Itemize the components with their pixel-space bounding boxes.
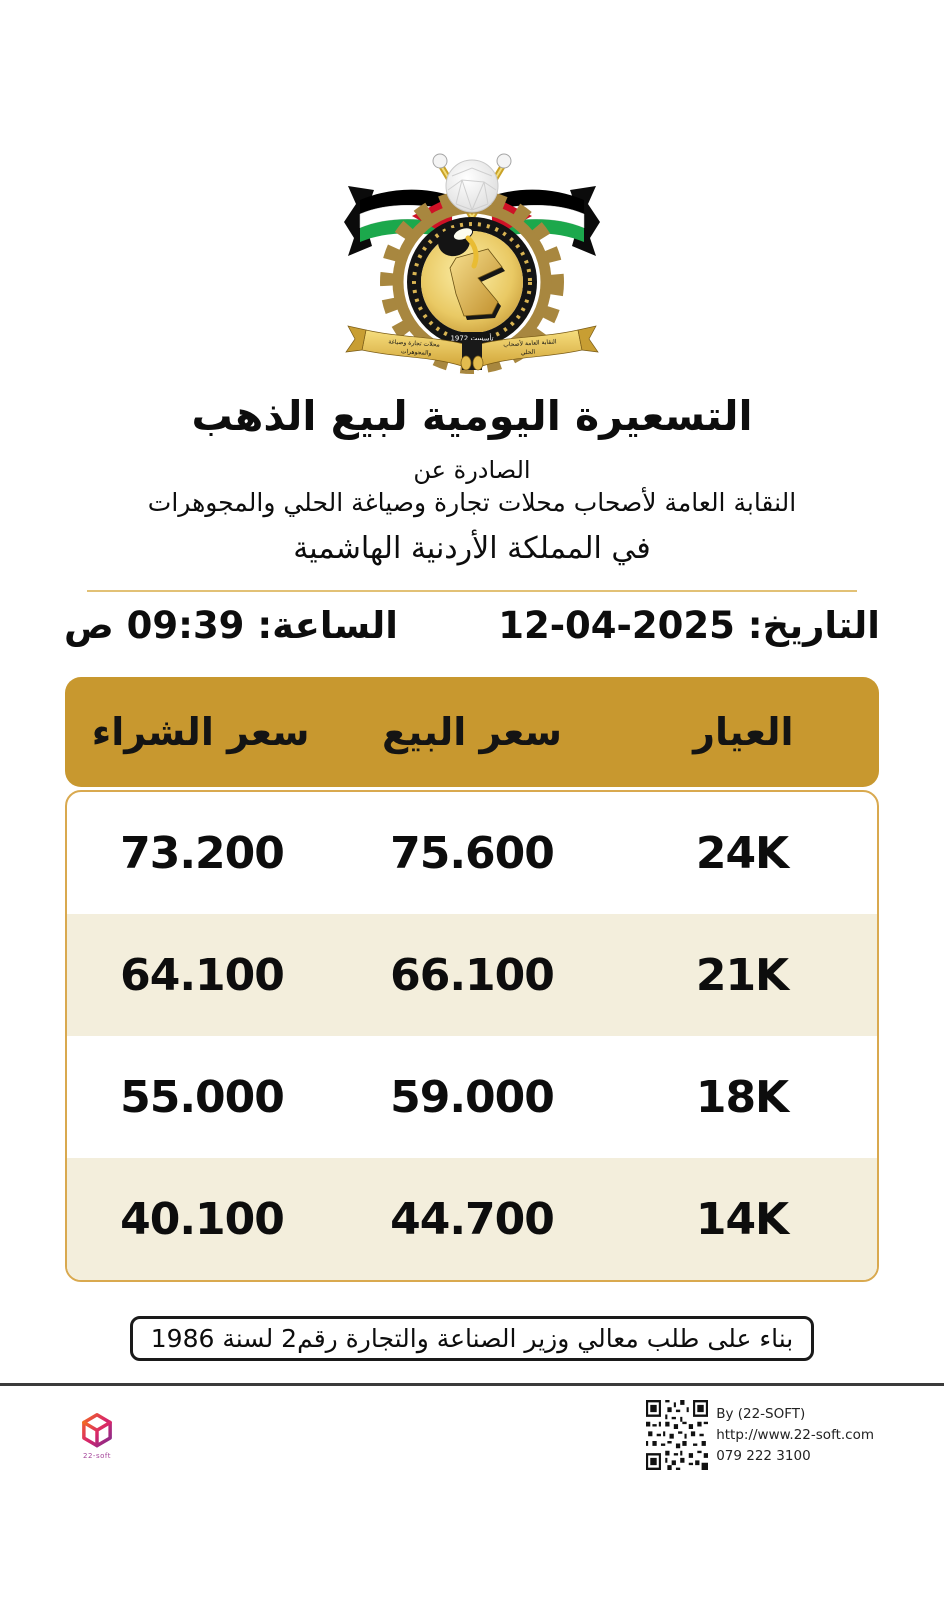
vendor-brand: By (22-SOFT) (716, 1406, 806, 1422)
vendor-info: By (22-SOFT) http://www.22-soft.com 079 … (646, 1400, 874, 1470)
table-row-24k: 24K 75.600 73.200 (67, 792, 877, 914)
sell-price-value: 66.100 (390, 949, 555, 1001)
bulletin-header: تأسست 1972 النقابة العامة لأصحاب الحلي م… (0, 0, 944, 566)
svg-text:الحلي: الحلي (521, 349, 536, 357)
datetime-row: التاريخ: 12-04-2025 الساعة: 09:39 ص (0, 604, 944, 647)
svg-text:النقابة العامة لأصحاب: النقابة العامة لأصحاب (503, 337, 557, 348)
vendor-website: http://www.22-soft.com (716, 1426, 874, 1443)
cube-icon (82, 1413, 112, 1448)
date-text: التاريخ: 12-04-2025 (498, 604, 880, 647)
table-header-row: العيار سعر البيع سعر الشراء (65, 677, 879, 787)
time-text: الساعة: 09:39 ص (64, 604, 398, 647)
syndicate-emblem-graphic: تأسست 1972 النقابة العامة لأصحاب الحلي م… (344, 153, 600, 374)
vendor-phone: 079 222 3100 (716, 1447, 811, 1464)
sell-price-value: 59.000 (390, 1071, 555, 1123)
karat-value: 14K (695, 1193, 789, 1245)
date-label: التاريخ: (747, 604, 880, 647)
gold-price-table: العيار سعر البيع سعر الشراء 24K 75.600 7… (65, 677, 879, 1282)
table-row-21k: 21K 66.100 64.100 (67, 914, 877, 1036)
syndicate-emblem: تأسست 1972 النقابة العامة لأصحاب الحلي م… (0, 146, 944, 380)
table-body: 24K 75.600 73.200 21K 66.100 64.100 18K … (65, 790, 879, 1282)
vendor-caption: 22-soft (83, 1452, 111, 1460)
column-header-buy-price: سعر الشراء (91, 710, 310, 754)
issued-by-line: الصادرة عن (413, 456, 531, 484)
vendor-footer: 22-soft By (22-SOFT) http://www.22-soft.… (0, 1386, 944, 1470)
svg-text:محلات تجارة وصياغة: محلات تجارة وصياغة (388, 338, 440, 348)
sell-price-value: 75.600 (390, 827, 555, 879)
syndicate-name-line: النقابة العامة لأصحاب محلات تجارة وصياغة… (147, 488, 797, 517)
buy-price-value: 73.200 (120, 827, 285, 879)
table-row-14k: 14K 44.700 40.100 (67, 1158, 877, 1280)
qr-code-icon (646, 1400, 709, 1470)
sell-price-value: 44.700 (390, 1193, 555, 1245)
kingdom-line: في المملكة الأردنية الهاشمية (293, 531, 651, 566)
svg-text:والمجوهرات: والمجوهرات (401, 348, 432, 357)
svg-text:تأسست 1972: تأسست 1972 (450, 333, 493, 343)
column-header-karat: العيار (693, 710, 794, 754)
karat-value: 18K (695, 1071, 789, 1123)
column-header-sell-price: سعر البيع (382, 710, 562, 754)
vendor-cube-logo: 22-soft (80, 1412, 114, 1460)
time-value: 09:39 ص (64, 604, 245, 647)
footer-separator (0, 1383, 944, 1386)
table-row-18k: 18K 59.000 55.000 (67, 1036, 877, 1158)
karat-value: 21K (695, 949, 789, 1001)
date-value: 12-04-2025 (498, 604, 735, 647)
karat-value: 24K (695, 827, 789, 879)
ministry-note: بناء على طلب معالي وزير الصناعة والتجارة… (129, 1316, 815, 1361)
buy-price-value: 64.100 (120, 949, 285, 1001)
buy-price-value: 40.100 (120, 1193, 285, 1245)
gold-divider (87, 590, 857, 592)
buy-price-value: 55.000 (120, 1071, 285, 1123)
page-title: التسعيرة اليومية لبيع الذهب (191, 392, 753, 440)
time-label: الساعة: (257, 604, 398, 647)
vendor-contact: By (22-SOFT) http://www.22-soft.com 079 … (716, 1400, 874, 1467)
